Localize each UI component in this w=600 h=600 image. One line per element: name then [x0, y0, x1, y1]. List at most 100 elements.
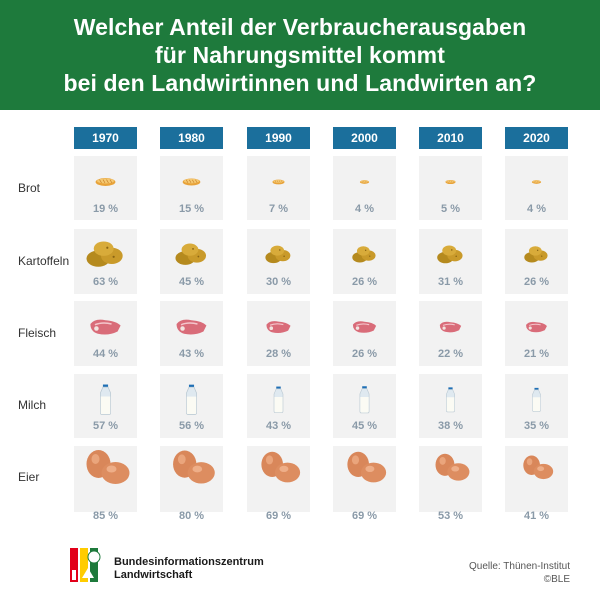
meat-icon: [439, 321, 462, 333]
milk-bottle-icon: [532, 387, 541, 412]
meat-icon: [526, 321, 547, 333]
data-cell: [247, 301, 310, 366]
meat-icon: [266, 321, 291, 334]
data-cell: [160, 229, 223, 294]
meat-icon: [176, 319, 207, 335]
percent-label: 15 %: [178, 203, 205, 215]
year-header-2020: 2020: [505, 127, 568, 149]
percent-label: 22 %: [437, 348, 464, 360]
year-header-1980: 1980: [160, 127, 223, 149]
milk-bottle-icon: [186, 384, 197, 415]
source-note: Quelle: Thünen-Institut ©BLE: [469, 560, 570, 586]
copyright-text: ©BLE: [543, 574, 570, 585]
percent-label: 56 %: [178, 420, 205, 432]
title-line-3: bei den Landwirtinnen und Landwirten an?: [63, 70, 537, 96]
bread-icon: [272, 179, 285, 185]
percent-label: 80 %: [178, 510, 205, 522]
data-cell: [505, 446, 568, 512]
organization-name: Bundesinformationszentrum Landwirtschaft: [114, 556, 264, 582]
row-label-eier: Eier: [18, 470, 40, 484]
data-cell: [333, 446, 396, 512]
data-cell: [74, 446, 137, 512]
egg-icon: [347, 451, 387, 483]
percent-label: 69 %: [265, 510, 292, 522]
title-line-2: für Nahrungsmittel kommt: [155, 42, 445, 68]
egg-icon: [261, 451, 301, 483]
percent-label: 19 %: [92, 203, 119, 215]
potato-icon: [265, 245, 291, 264]
percent-label: 41 %: [523, 510, 550, 522]
org-name-line-2: Landwirtschaft: [114, 569, 193, 581]
meat-icon: [352, 321, 377, 333]
row-label-brot: Brot: [18, 181, 41, 195]
data-cell: [74, 229, 137, 294]
percent-label: 57 %: [92, 420, 119, 432]
bread-icon: [95, 178, 116, 186]
percent-label: 21 %: [523, 348, 550, 360]
row-label-fleisch: Fleisch: [18, 326, 57, 340]
percent-label: 63 %: [92, 276, 119, 288]
percent-label: 4 %: [355, 203, 374, 215]
data-cell: [505, 156, 568, 220]
year-header-2010: 2010: [419, 127, 482, 149]
data-cell: [74, 374, 137, 438]
percent-label: 85 %: [92, 510, 119, 522]
potato-icon: [175, 243, 207, 265]
data-cell: [333, 229, 396, 294]
data-cell: [419, 446, 482, 512]
percent-label: 44 %: [92, 348, 119, 360]
data-cell: [160, 156, 223, 220]
data-cell: [505, 301, 568, 366]
percent-label: 5 %: [441, 203, 460, 215]
year-header-2000: 2000: [333, 127, 396, 149]
data-cell: [505, 229, 568, 294]
year-header-1990: 1990: [247, 127, 310, 149]
percent-label: 53 %: [437, 510, 464, 522]
data-cell: [505, 374, 568, 438]
potato-icon: [86, 241, 123, 267]
milk-bottle-icon: [99, 384, 112, 415]
egg-icon: [435, 453, 470, 481]
egg-icon: [86, 450, 130, 484]
potato-icon: [352, 246, 376, 263]
bread-icon: [531, 180, 542, 184]
data-cell: [247, 446, 310, 512]
percent-label: 26 %: [351, 348, 378, 360]
potato-icon: [524, 246, 548, 263]
egg-icon: [523, 455, 554, 480]
percent-label: 45 %: [178, 276, 205, 288]
year-header-1970: 1970: [74, 127, 137, 149]
row-label-kartoffeln: Kartoffeln: [18, 254, 70, 268]
row-label-milch: Milch: [18, 398, 47, 412]
data-cell: [74, 301, 137, 366]
percent-label: 35 %: [523, 420, 550, 432]
percent-label: 4 %: [527, 203, 546, 215]
title-line-1: Welcher Anteil der Verbraucherausgaben: [73, 14, 527, 40]
bread-icon: [359, 180, 370, 184]
data-cell: [74, 156, 137, 220]
percent-label: 7 %: [269, 203, 288, 215]
percent-label: 69 %: [351, 510, 378, 522]
percent-label: 31 %: [437, 276, 464, 288]
data-cell: [419, 374, 482, 438]
percent-label: 28 %: [265, 348, 292, 360]
data-cell: [333, 301, 396, 366]
data-cell: [333, 156, 396, 220]
bread-icon: [182, 178, 201, 186]
percent-label: 43 %: [265, 420, 292, 432]
org-name-line-1: Bundesinformationszentrum: [114, 556, 264, 568]
percent-label: 26 %: [351, 276, 378, 288]
potato-icon: [437, 245, 463, 264]
milk-bottle-icon: [273, 386, 284, 413]
percent-label: 30 %: [265, 276, 292, 288]
data-cell: [247, 229, 310, 294]
data-cell: [247, 156, 310, 220]
data-cell: [160, 446, 223, 512]
chart-title: Welcher Anteil der Verbraucherausgaben f…: [0, 0, 600, 110]
meat-icon: [90, 319, 121, 335]
percent-label: 43 %: [178, 348, 205, 360]
bread-icon: [445, 179, 456, 185]
data-cell: [333, 374, 396, 438]
data-cell: [419, 229, 482, 294]
data-cell: [419, 156, 482, 220]
